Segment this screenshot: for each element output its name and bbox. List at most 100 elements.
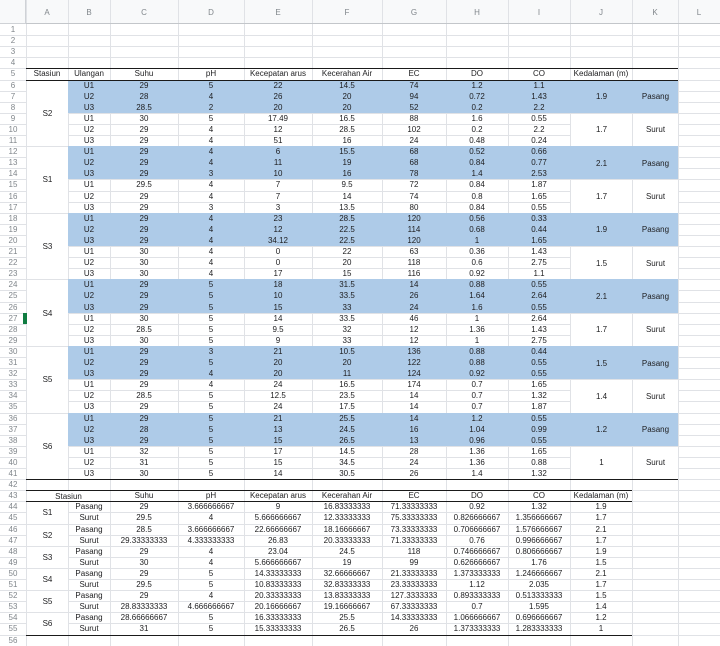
cell-C18[interactable]: 29 [139,213,149,223]
cell-D6[interactable]: 5 [208,80,214,90]
cell-E55[interactable]: 15.33333333 [254,624,302,634]
cell-E41[interactable]: 14 [273,469,283,479]
row-header-2[interactable]: 2 [10,36,16,46]
cell-I6[interactable]: 1.1 [533,80,545,90]
cell-F53[interactable]: 19.16666667 [323,602,371,612]
cell-K22-tide[interactable]: Surut [633,247,678,280]
cell-F8[interactable]: 20 [342,102,352,112]
cell-E43[interactable]: Kecepatan arus [249,491,307,501]
cell-D32[interactable]: 4 [208,369,214,379]
cell-D23[interactable]: 4 [208,269,214,279]
column-header-E[interactable]: E [275,7,281,17]
cell-D45[interactable]: 4 [208,513,214,523]
cell-H14[interactable]: 1.4 [471,169,483,179]
cell-H40[interactable]: 1.36 [469,457,485,467]
cell-H15[interactable]: 0.84 [469,180,485,190]
cell-I46[interactable]: 1.576666667 [515,524,563,534]
cell-D27[interactable]: 5 [208,313,214,323]
cell-H29[interactable]: 1 [474,335,480,345]
cell-B45[interactable]: Surut [79,513,99,523]
cell-F11[interactable]: 16 [342,136,352,146]
cell-J7-kedalaman[interactable]: 1.9 [571,80,632,113]
cell-F48[interactable]: 24.5 [339,546,355,556]
cell-D34[interactable]: 5 [208,391,214,401]
cell-C12[interactable]: 29 [139,147,149,157]
row-header-31[interactable]: 31 [8,358,18,368]
cell-F22[interactable]: 20 [342,258,352,268]
cell-I5[interactable]: CO [533,69,545,79]
cell-I8[interactable]: 2.2 [533,102,545,112]
cell-H23[interactable]: 0.92 [469,269,485,279]
cell-J37-kedalaman[interactable]: 1.2 [571,413,632,446]
cell-C17[interactable]: 29 [139,202,149,212]
row-header-3[interactable]: 3 [10,47,16,57]
cell-E19[interactable]: 12 [273,224,283,234]
cell-F30[interactable]: 10.5 [339,346,355,356]
cell-G51[interactable]: 23.33333333 [390,580,438,590]
row-header-34[interactable]: 34 [8,391,18,401]
cell-I13[interactable]: 0.77 [531,158,547,168]
column-header-G[interactable]: G [410,7,418,17]
cell-E28[interactable]: 9.5 [272,324,284,334]
cell-C11[interactable]: 29 [139,136,149,146]
cell-K31-tide[interactable]: Pasang [633,346,678,380]
cell-F10[interactable]: 28.5 [339,124,355,134]
cell-B25[interactable]: U2 [83,291,95,301]
cell-F50[interactable]: 32.66666667 [323,568,371,578]
cell-F32[interactable]: 11 [342,369,352,379]
cell-C28[interactable]: 28.5 [136,324,152,334]
cell-H24[interactable]: 0.88 [469,280,485,290]
cell-B31[interactable]: U2 [83,358,95,368]
cell-E5[interactable]: Kecepatan arus [249,69,307,79]
cell-I17[interactable]: 0.55 [531,202,547,212]
cell-C39[interactable]: 32 [139,446,149,456]
row-header-54[interactable]: 54 [8,613,18,623]
cell-I55[interactable]: 1.283333333 [515,624,563,634]
row-header-7[interactable]: 7 [10,91,16,101]
cell-I41[interactable]: 1.32 [531,469,547,479]
row-header-42[interactable]: 42 [8,480,18,490]
cell-D13[interactable]: 4 [208,158,214,168]
cell-G19[interactable]: 114 [407,224,421,234]
cell-E8[interactable]: 20 [273,102,283,112]
row-header-27[interactable]: 27 [8,313,18,323]
cell-K28-tide[interactable]: Surut [633,313,678,346]
cell-F40[interactable]: 34.5 [339,457,355,467]
row-header-21[interactable]: 21 [8,247,18,257]
cell-G27[interactable]: 46 [409,313,419,323]
row-header-48[interactable]: 48 [8,546,18,556]
cell-I9[interactable]: 0.55 [531,113,547,123]
cell-F6[interactable]: 14.5 [339,80,355,90]
cell-C49[interactable]: 30 [139,557,149,567]
cell-H5[interactable]: DO [471,69,483,79]
cell-C50[interactable]: 29 [139,568,149,578]
cell-H45[interactable]: 0.826666667 [453,513,501,523]
cell-I27[interactable]: 2.64 [531,313,547,323]
cell-B15[interactable]: U1 [83,180,95,190]
cell-D50[interactable]: 5 [208,568,214,578]
cell-H37[interactable]: 1.04 [469,424,485,434]
cell-C34[interactable]: 28.5 [136,391,152,401]
cell-G49[interactable]: 99 [409,557,419,567]
cell-G24[interactable]: 14 [409,280,419,290]
cell-F54[interactable]: 25.5 [339,613,355,623]
cell-I48[interactable]: 0.806666667 [515,546,563,556]
cell-K19-tide[interactable]: Pasang [633,213,678,246]
cell-E36[interactable]: 21 [273,413,283,423]
cell-C53[interactable]: 28.83333333 [120,602,168,612]
cell-C8[interactable]: 28.5 [136,102,152,112]
cell-H11[interactable]: 0.48 [469,136,485,146]
row-header-39[interactable]: 39 [8,446,18,456]
cell-D46[interactable]: 3.666666667 [187,524,235,534]
station-label-S5[interactable]: S5 [27,346,68,413]
cell-J52[interactable]: 1.5 [595,591,607,601]
cell-E17[interactable]: 3 [275,202,281,212]
cell-G23[interactable]: 116 [407,269,421,279]
cell-C29[interactable]: 30 [139,335,149,345]
cell-H35[interactable]: 0.7 [471,402,483,412]
cell-E16[interactable]: 7 [275,191,281,201]
cell-J55[interactable]: 1 [598,624,604,634]
cell-H30[interactable]: 0.88 [469,346,485,356]
cell-H28[interactable]: 1.36 [469,324,485,334]
cell-F5[interactable]: Kecerahan Air [321,69,373,79]
